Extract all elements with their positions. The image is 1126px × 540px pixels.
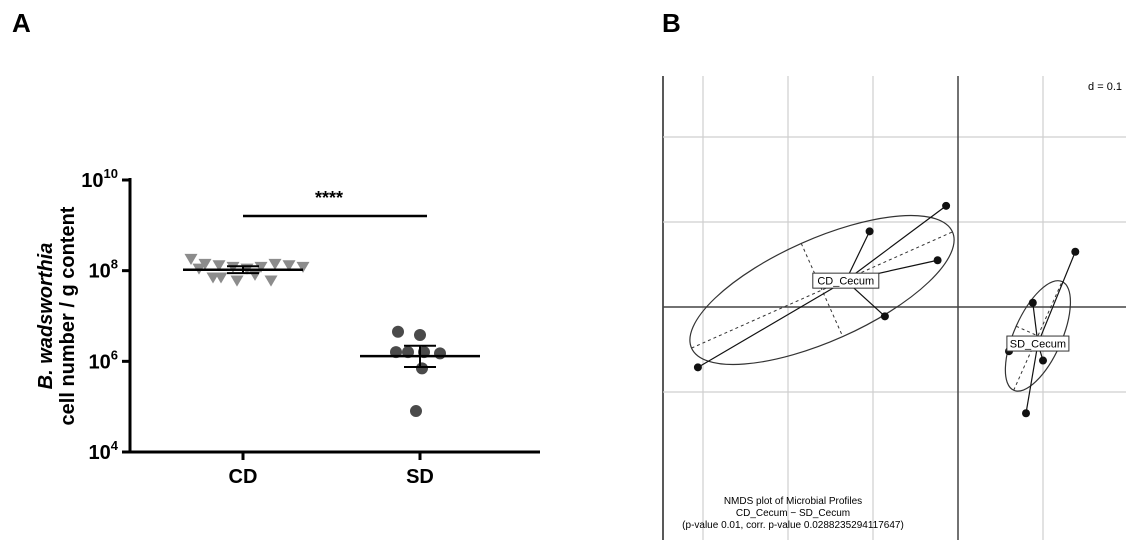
panel-b-letter: B [662,8,681,38]
data-point-triangle [254,261,268,273]
chart-a-scatter: 104 106 108 1010 CD SD B. wadsworthia cell numb… [35,166,540,488]
data-point-triangle [226,261,240,273]
data-point-circle [414,329,426,342]
significance-label: **** [315,188,343,208]
data-point [693,363,702,372]
x-tick-label: CD [229,466,258,488]
data-point [1022,409,1030,418]
data-point [1028,298,1037,307]
y-tick-label: 1010 [81,166,118,192]
spider-line [845,205,947,282]
caption-line2: CD_Cecum − SD_Cecum [736,508,850,519]
data-point [942,201,951,210]
caption-line3: (p-value 0.01, corr. p-value 0.028823529… [682,520,904,531]
y-tick-label: 104 [89,438,119,464]
data-point-triangle [282,260,296,272]
data-point [865,227,874,236]
data-point [933,256,942,265]
data-point-triangle [206,272,220,284]
spider-line [697,280,847,368]
ellipse-minor-axis [1015,325,1060,347]
group-label-box [1006,335,1070,352]
x-tick-label: SD [406,466,434,488]
data-point-circle [410,405,422,418]
data-point-triangle [184,253,198,265]
data-point [880,312,889,321]
data-point [1071,247,1080,256]
ellipse-minor-axis [800,243,844,337]
data-point-triangle [230,275,244,287]
data-point-triangle [212,260,226,272]
data-point-triangle [268,258,282,270]
group-label: CD_Cecum [817,276,874,288]
scale-note: d = 0.1 [1088,81,1122,93]
data-point-triangle [264,275,278,287]
panel-a-letter: A [12,8,31,38]
ellipse-major-axis [1013,281,1063,391]
group-label-box [812,272,880,289]
spider-line [1037,251,1076,344]
data-point-circle [392,325,404,338]
data-point-triangle [296,261,310,273]
spider-line [845,231,871,281]
spider-line [1025,343,1039,414]
y-axis-title-line1: B. wadsworthia [35,243,57,390]
data-point [1039,356,1047,365]
caption-line1: NMDS plot of Microbial Profiles [724,496,862,507]
y-axis-title-line2: cell number / g content [57,206,79,425]
y-tick-label: 106 [89,347,118,373]
group-label: SD_Cecum [1010,339,1066,351]
y-tick-label: 108 [89,257,118,283]
